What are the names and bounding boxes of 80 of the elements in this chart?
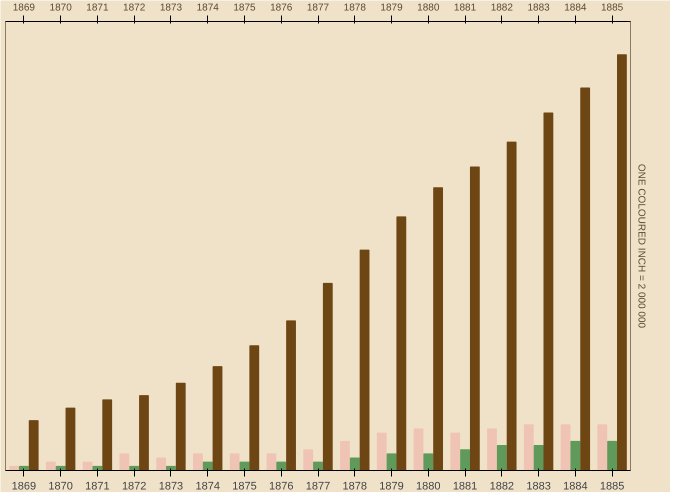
bar: [28, 420, 39, 470]
bar: [460, 449, 470, 470]
bar: [340, 440, 350, 470]
x-tick-label: 1878: [344, 2, 366, 14]
x-tick-label: 1879: [380, 2, 404, 14]
bar: [313, 462, 323, 470]
bar: [423, 453, 434, 470]
bar: [212, 366, 222, 470]
x-tick-label: 1874: [196, 2, 220, 14]
bar: [607, 440, 618, 470]
bar: [487, 428, 497, 470]
category-label: 1884: [563, 480, 588, 492]
bar: [82, 462, 93, 470]
bar: [506, 142, 517, 470]
x-tick-label: 1875: [233, 2, 256, 14]
bar: [322, 282, 333, 470]
bar: [470, 166, 480, 470]
x-tick-label: 1885: [600, 2, 624, 14]
category-label: 1882: [490, 480, 514, 492]
bar: [230, 453, 240, 470]
bar: [414, 428, 424, 470]
bar: [360, 250, 370, 470]
bar: [560, 424, 570, 470]
bar: [433, 187, 444, 470]
x-tick-label: 1870: [50, 2, 72, 14]
category-label: 1879: [379, 480, 404, 492]
bar: [192, 453, 203, 470]
x-tick-label: 1876: [270, 2, 293, 14]
category-label: 1880: [416, 480, 441, 492]
bar: [570, 440, 580, 470]
bar: [202, 462, 213, 470]
bar: [266, 453, 276, 470]
category-label: 1877: [306, 480, 330, 492]
x-tick-label: 1880: [417, 2, 440, 14]
x-tick-label: 1872: [123, 2, 146, 14]
category-label: 1869: [12, 480, 36, 492]
bar: [276, 462, 286, 470]
bar: [524, 424, 534, 470]
category-label: 1878: [342, 480, 368, 492]
category-label: 1874: [195, 480, 220, 492]
bar: [176, 382, 186, 470]
bar: [376, 432, 387, 470]
category-label: 1881: [452, 480, 478, 492]
x-tick-label: 1871: [86, 2, 109, 14]
category-label: 1876: [269, 480, 294, 492]
category-label: 1870: [48, 480, 73, 492]
bar: [534, 445, 544, 470]
x-tick-label: 1869: [12, 2, 36, 14]
category-label: 1885: [600, 480, 624, 492]
x-tick-label: 1884: [564, 2, 587, 14]
bar: [617, 54, 627, 470]
category-label: 1872: [122, 480, 146, 492]
bar: [240, 462, 250, 470]
category-label: 1873: [158, 480, 184, 492]
bar: [46, 462, 56, 470]
x-tick-label: 1881: [454, 2, 477, 14]
bar: [102, 399, 112, 470]
bar: [303, 449, 314, 470]
bar: [597, 424, 608, 470]
bar: [386, 453, 396, 470]
bar: [543, 112, 554, 470]
bar: [286, 320, 296, 470]
category-label: 1871: [85, 480, 110, 492]
x-tick-label: 1877: [306, 2, 330, 14]
bar: [396, 216, 406, 470]
text: ONE COLOURED INCH = 2 000 000: [636, 164, 646, 329]
x-tick-label: 1873: [160, 2, 183, 14]
bar: [350, 458, 360, 470]
bar: [580, 88, 590, 470]
bar: [66, 408, 76, 470]
bar: [119, 453, 130, 470]
bar: [139, 395, 149, 470]
category-label: 1875: [232, 480, 257, 492]
bar: [496, 445, 507, 470]
x-tick-label: 1882: [490, 2, 514, 14]
bar: [450, 432, 460, 470]
bar: [249, 345, 260, 470]
category-label: 1883: [526, 480, 551, 492]
bar: [156, 458, 166, 470]
x-tick-label: 1883: [527, 2, 550, 14]
